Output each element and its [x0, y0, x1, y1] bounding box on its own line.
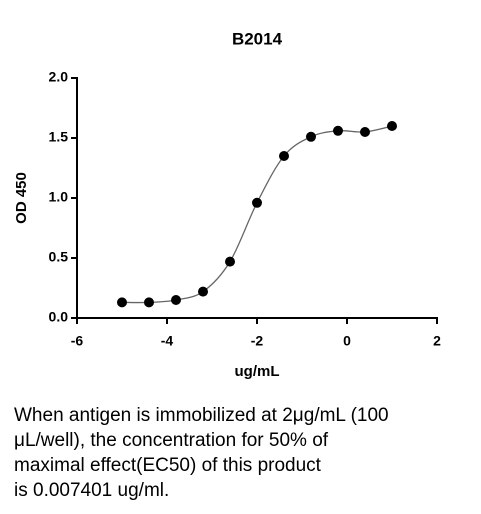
- caption-line: maximal effect(EC50) of this product: [14, 455, 322, 476]
- data-point: [333, 125, 343, 136]
- data-point: [306, 131, 316, 142]
- data-point: [117, 297, 127, 308]
- y-tick-label: 1.0: [49, 189, 69, 205]
- data-point: [387, 121, 397, 131]
- caption-line: is 0.007401 ug/ml.: [14, 480, 169, 501]
- data-point: [279, 151, 289, 161]
- caption-line: When antigen is immobilized at 2μg/mL (1…: [14, 405, 389, 426]
- x-tick-label: -6: [71, 333, 84, 349]
- data-point: [360, 127, 370, 137]
- x-tick-label: 0: [343, 333, 351, 349]
- x-tick-label: 2: [433, 333, 441, 349]
- y-tick-label: 0.5: [49, 249, 69, 265]
- data-point: [171, 295, 181, 305]
- chart-title: B2014: [232, 29, 283, 48]
- y-axis-label: OD 450: [13, 172, 30, 224]
- x-tick-label: -4: [161, 333, 174, 349]
- fit-curve: [121, 125, 393, 304]
- x-axis-label: ug/mL: [235, 363, 280, 380]
- data-point: [198, 286, 208, 297]
- data-point: [252, 197, 262, 208]
- y-tick-label: 2.0: [49, 69, 69, 85]
- x-tick-label: -2: [251, 333, 264, 349]
- data-point: [225, 256, 235, 267]
- caption-line: μL/well), the concentration for 50% of: [14, 430, 329, 451]
- y-tick-label: 0.0: [49, 309, 69, 325]
- data-point: [144, 297, 154, 308]
- y-tick-label: 1.5: [49, 129, 69, 145]
